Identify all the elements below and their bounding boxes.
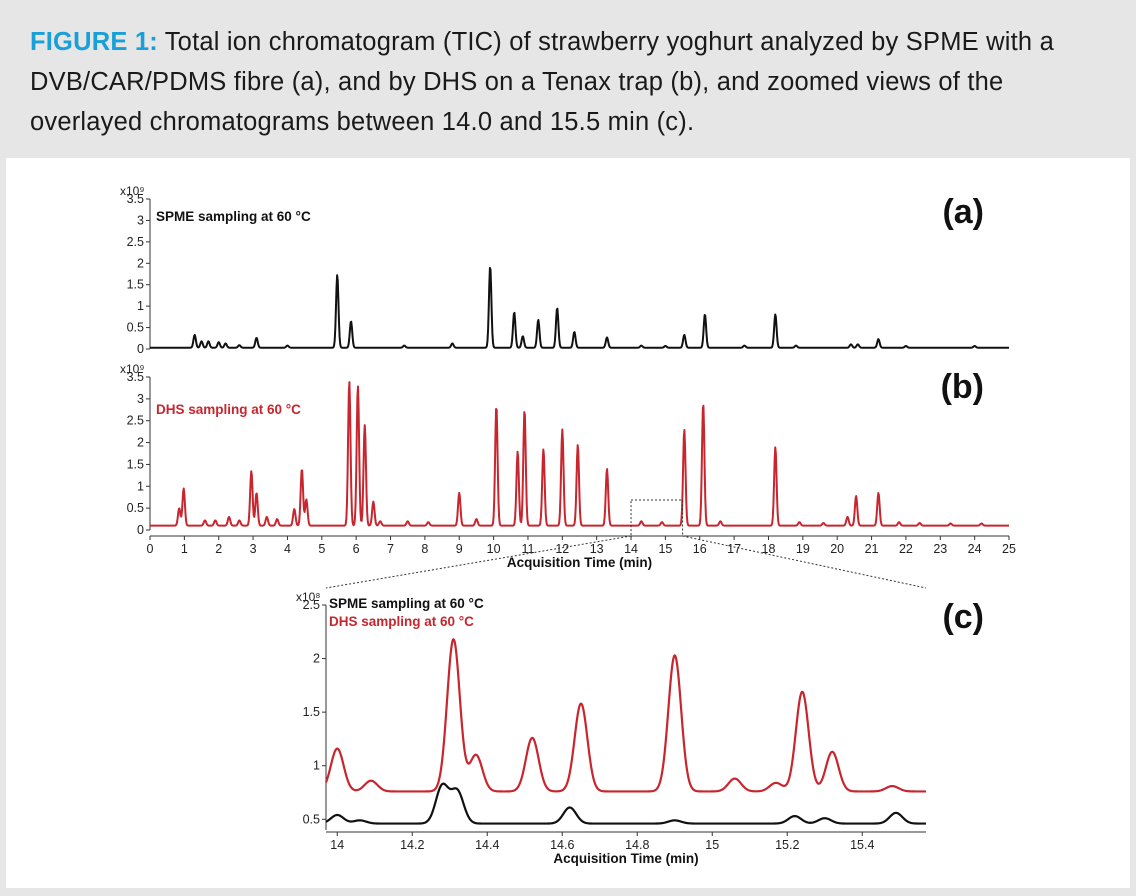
x-tick-label: 15 — [705, 838, 719, 852]
x-tick-label: 19 — [796, 542, 810, 556]
zoom-window-box — [630, 499, 684, 537]
x-tick-label: 23 — [933, 542, 947, 556]
x-tick-label: 14 — [624, 542, 638, 556]
x-tick-label: 14.8 — [625, 838, 649, 852]
x-tick-label: 11 — [521, 542, 534, 556]
y-tick-label: 0 — [137, 342, 144, 356]
y-multiplier-label: x10⁸ — [296, 590, 320, 604]
x-tick-label: 21 — [865, 542, 879, 556]
x-tick-label: 0 — [147, 542, 154, 556]
y-tick-label: 3 — [137, 213, 144, 227]
y-tick-label: 1.5 — [303, 705, 320, 719]
x-tick-label: 8 — [421, 542, 428, 556]
y-tick-label: 0 — [137, 523, 144, 537]
x-tick-label: 13 — [590, 542, 604, 556]
x-tick-label: 25 — [1002, 542, 1016, 556]
legend-entry: SPME sampling at 60 °C — [156, 209, 311, 224]
panel-letter: (c) — [942, 598, 984, 636]
x-tick-label: 1 — [181, 542, 188, 556]
y-tick-label: 2 — [137, 436, 144, 450]
series-line-dhs — [149, 381, 1010, 527]
y-tick-label: 0.5 — [303, 812, 320, 826]
x-tick-label: 24 — [968, 542, 982, 556]
x-tick-label: 15 — [658, 542, 672, 556]
zoom-connector-right — [682, 535, 927, 589]
panel-letter: (a) — [942, 193, 984, 231]
series-line-spme — [149, 266, 1010, 349]
x-tick-label: 16 — [693, 542, 707, 556]
x-tick-label: 20 — [830, 542, 844, 556]
figure-label: FIGURE 1: — [30, 28, 158, 56]
x-tick-label: 10 — [487, 542, 501, 556]
series-line-spme — [325, 782, 927, 825]
x-tick-label: 4 — [284, 542, 291, 556]
x-tick-label: 14.2 — [400, 838, 424, 852]
y-tick-label: 0.5 — [127, 321, 144, 335]
x-tick-label: 14.6 — [550, 838, 574, 852]
x-tick-label: 22 — [899, 542, 913, 556]
y-tick-label: 2.5 — [303, 598, 320, 612]
x-tick-label: 14.4 — [475, 838, 499, 852]
figure-caption: FIGURE 1: Total ion chromatogram (TIC) o… — [30, 22, 1110, 142]
y-tick-label: 0.5 — [127, 501, 144, 515]
x-tick-label: 15.4 — [850, 838, 874, 852]
x-tick-label: 18 — [762, 542, 776, 556]
caption-text: Total ion chromatogram (TIC) of strawber… — [30, 28, 1054, 136]
figure-panel: 0 0.5 1 1.5 2 2.5 3 3.5 x10⁹ SPME sampling at 60 … — [6, 158, 1130, 888]
x-axis-title: Acquisition Time (min) — [507, 555, 652, 570]
y-tick-label: 1.5 — [127, 278, 144, 292]
x-tick-label: 17 — [727, 542, 741, 556]
y-tick-label: 2.5 — [127, 414, 144, 428]
y-multiplier-label: x10⁹ — [120, 184, 145, 198]
legend-entry: DHS sampling at 60 °C — [329, 614, 474, 629]
x-tick-label: 2 — [215, 542, 222, 556]
x-tick-label: 12 — [555, 542, 569, 556]
x-tick-label: 7 — [387, 542, 394, 556]
y-multiplier-label: x10⁹ — [120, 362, 145, 376]
x-tick-label: 6 — [353, 542, 360, 556]
y-tick-label: 2 — [137, 256, 144, 270]
y-tick-label: 1 — [313, 759, 320, 773]
y-tick-label: 3 — [137, 392, 144, 406]
y-tick-label: 3.5 — [127, 192, 144, 206]
panel-letter: (b) — [941, 368, 984, 406]
legend-entry: SPME sampling at 60 °C — [329, 596, 484, 611]
legend-entry: DHS sampling at 60 °C — [156, 402, 301, 417]
x-tick-label: 9 — [456, 542, 463, 556]
zoom-connector-left — [325, 535, 632, 589]
x-tick-label: 5 — [318, 542, 325, 556]
y-tick-label: 1 — [137, 479, 144, 493]
x-tick-label: 14 — [330, 838, 344, 852]
y-tick-label: 1.5 — [127, 457, 144, 471]
y-tick-label: 1 — [137, 299, 144, 313]
x-tick-label: 3 — [250, 542, 257, 556]
x-tick-label: 15.2 — [775, 838, 799, 852]
y-tick-label: 3.5 — [127, 370, 144, 384]
x-axis-title: Acquisition Time (min) — [553, 851, 698, 866]
y-tick-label: 2.5 — [127, 235, 144, 249]
y-tick-label: 2 — [313, 652, 320, 666]
series-line-dhs — [324, 638, 927, 793]
